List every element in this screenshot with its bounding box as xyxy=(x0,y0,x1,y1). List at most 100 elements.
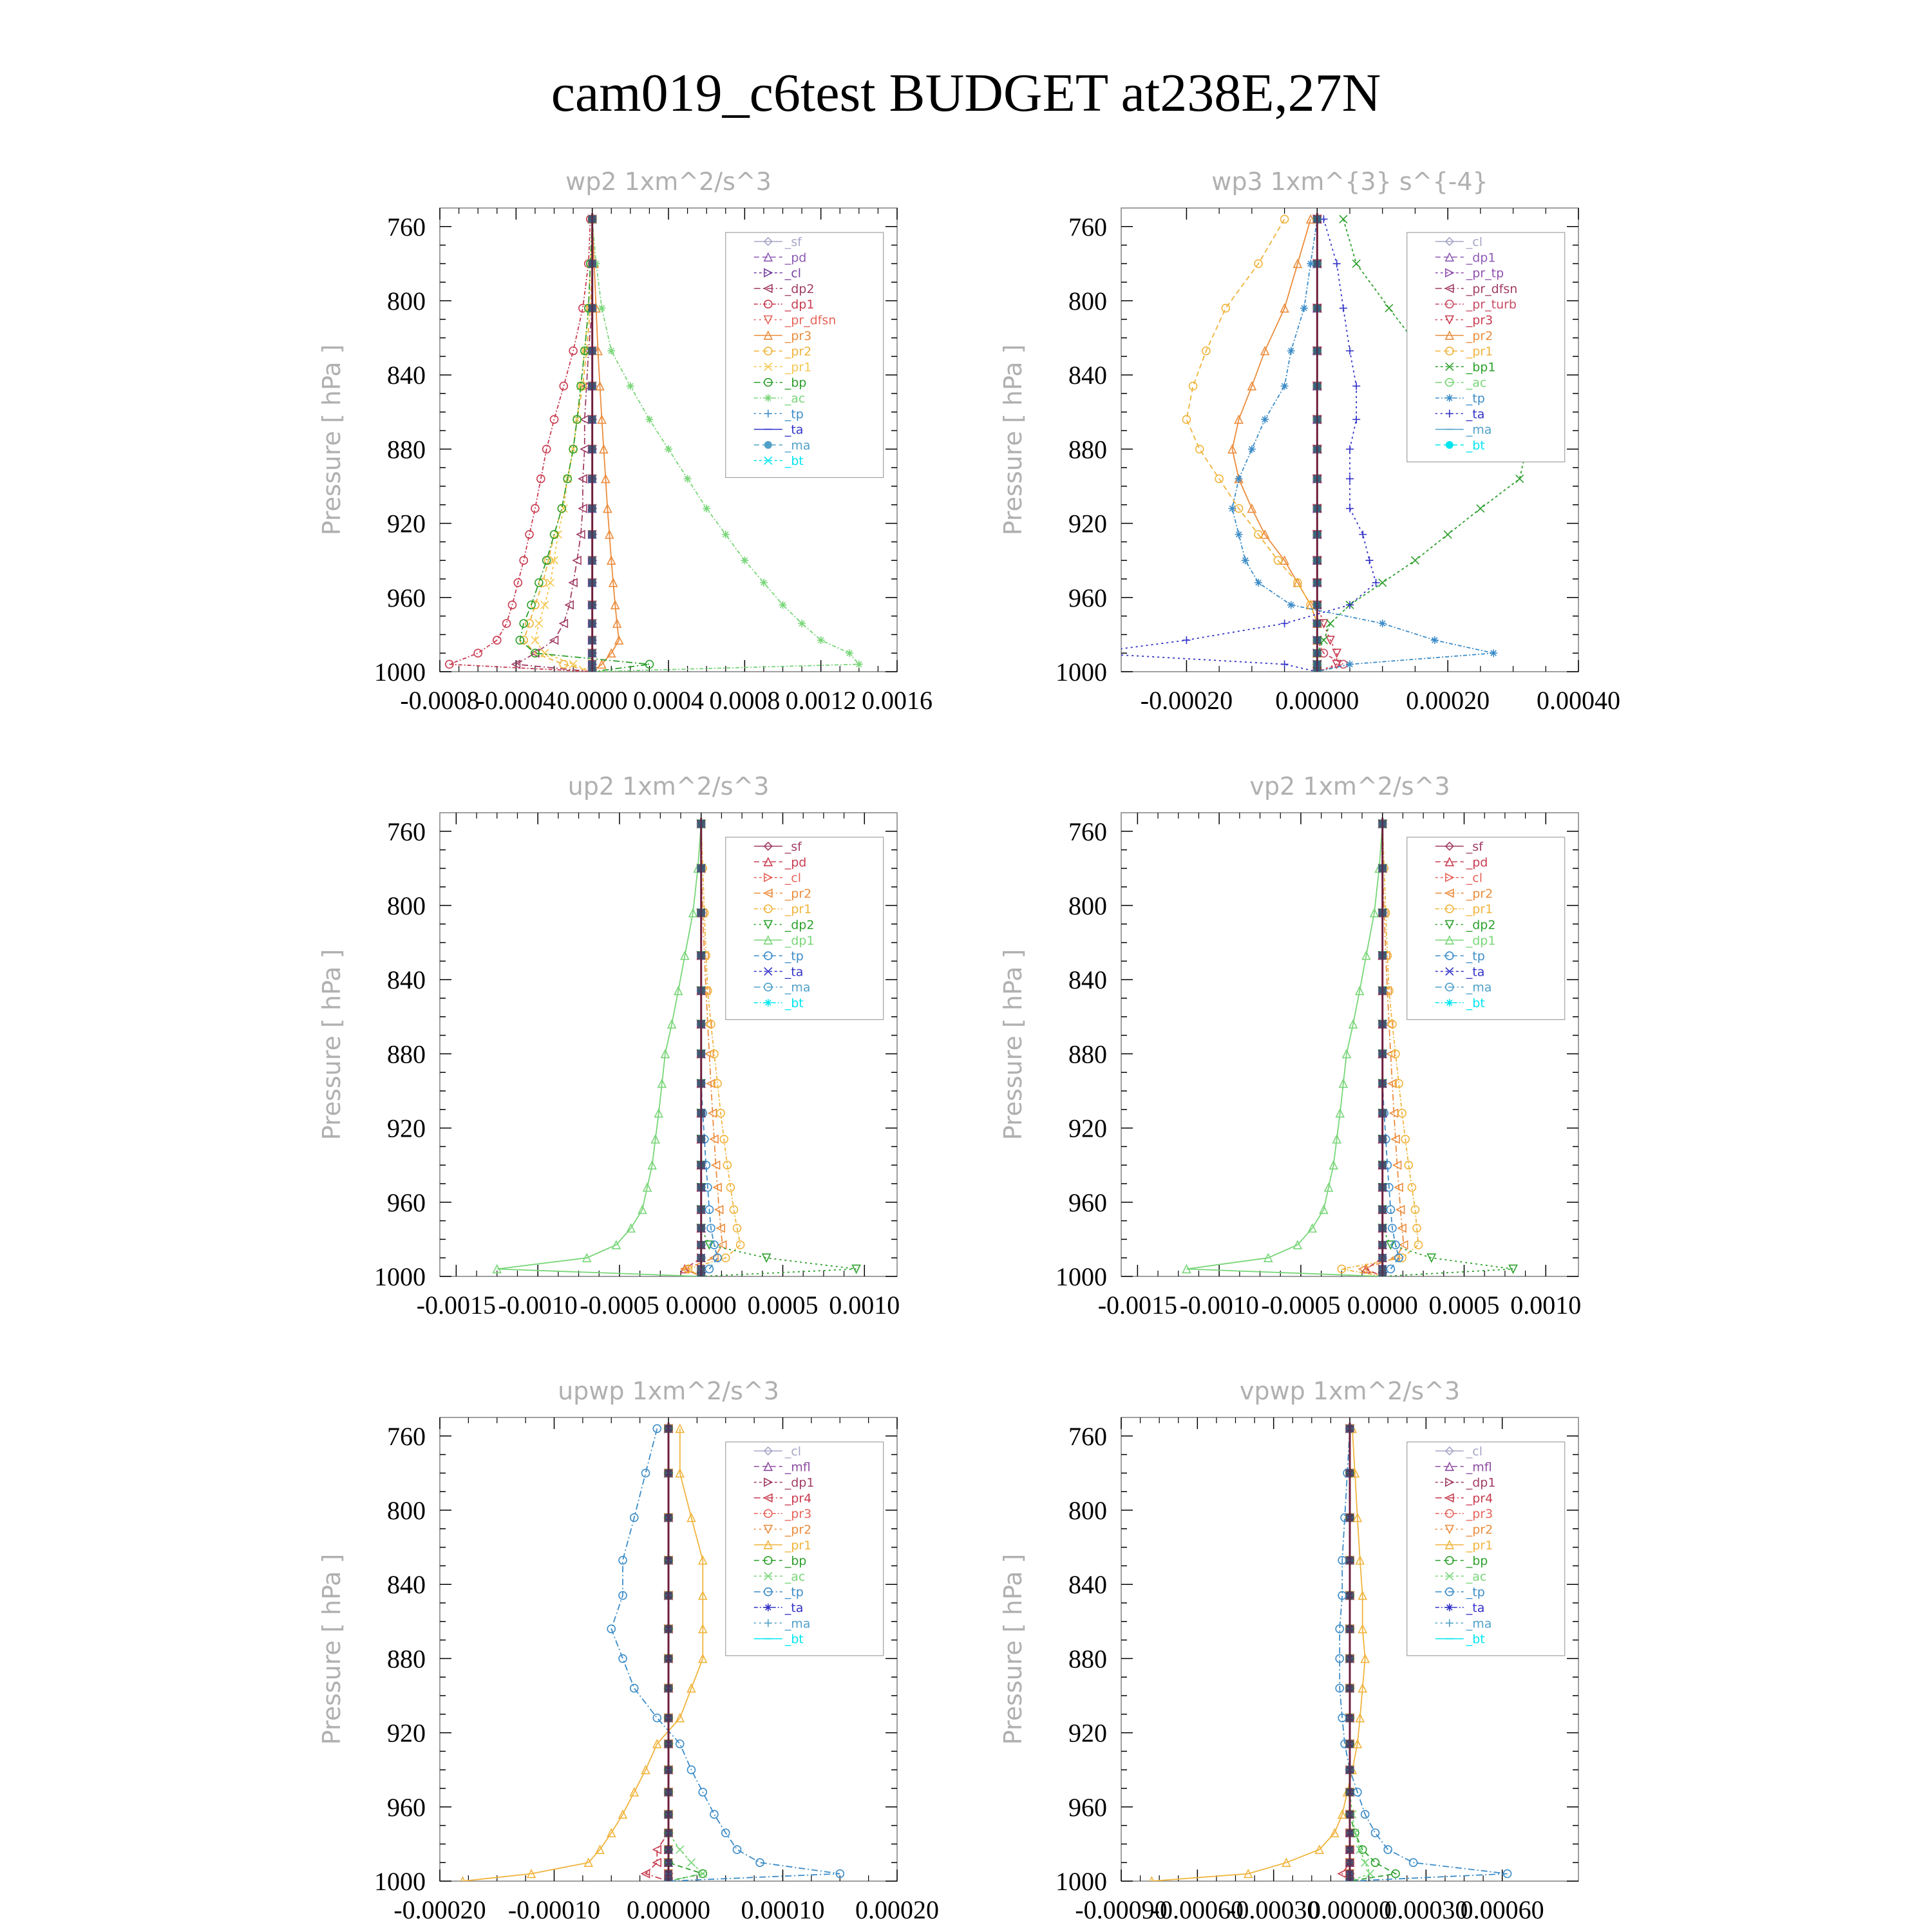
data-point xyxy=(507,600,517,610)
data-point xyxy=(598,304,606,312)
legend-marker xyxy=(764,440,772,449)
data-point xyxy=(1221,303,1231,313)
legend-label: _ma xyxy=(784,1616,811,1631)
legend-label: _bp xyxy=(1466,1554,1488,1568)
data-point xyxy=(1247,445,1256,453)
legend-label: _dp1 xyxy=(784,934,815,948)
data-point xyxy=(698,1869,708,1879)
data-point xyxy=(817,636,825,645)
data-point xyxy=(629,1683,639,1693)
zero-marker xyxy=(588,578,596,587)
y-tick-label: 880 xyxy=(1068,435,1107,464)
legend-marker xyxy=(763,330,773,340)
x-tick-label: -0.00090 xyxy=(1075,1895,1167,1924)
legend-marker xyxy=(763,252,773,262)
legend-label: _tp xyxy=(1466,392,1485,406)
data-point xyxy=(640,1869,650,1879)
zero-marker xyxy=(1378,864,1387,873)
data-point xyxy=(603,503,612,513)
data-point xyxy=(638,1204,647,1215)
data-point xyxy=(1280,382,1289,390)
y-tick-label: 760 xyxy=(1068,213,1107,242)
zero-marker xyxy=(665,1877,672,1881)
data-point xyxy=(755,1858,764,1867)
zero-marker xyxy=(1313,215,1321,223)
legend-label: _bp1 xyxy=(1466,360,1496,374)
legend-label: _pr2 xyxy=(784,887,811,901)
data-point xyxy=(559,381,569,391)
series-line-pr2 xyxy=(523,219,593,672)
zero-marker xyxy=(1313,382,1321,390)
legend-label: _ta xyxy=(1466,407,1485,421)
data-point xyxy=(542,556,551,565)
data-point xyxy=(1356,1845,1365,1854)
data-point xyxy=(1215,474,1224,484)
y-tick-label: 760 xyxy=(1068,1422,1107,1451)
data-point xyxy=(710,1160,721,1170)
y-tick-label: 760 xyxy=(1068,817,1107,846)
x-tick-label: -0.0005 xyxy=(580,1291,659,1320)
data-point xyxy=(726,1182,735,1192)
legend-label: _sf xyxy=(784,840,802,854)
data-point xyxy=(1280,620,1289,628)
zero-marker xyxy=(1378,1206,1387,1214)
x-tick-label: 0.00000 xyxy=(627,1895,710,1924)
data-point xyxy=(675,1468,685,1478)
data-point xyxy=(531,504,540,513)
data-point xyxy=(1241,556,1249,565)
y-tick-label: 880 xyxy=(1068,1039,1107,1068)
data-point xyxy=(1361,950,1371,960)
legend-marker xyxy=(1445,1571,1454,1580)
data-point xyxy=(1202,346,1211,355)
data-point xyxy=(652,1424,662,1434)
panel-title: wp3 1xm^{3} s^{-4} xyxy=(1211,167,1488,196)
legend-marker xyxy=(763,935,773,945)
y-tick-label: 800 xyxy=(1068,287,1107,316)
legend-marker xyxy=(763,951,773,960)
y-axis-label: Pressure [ hPa ] xyxy=(999,949,1027,1141)
data-point xyxy=(688,907,698,918)
data-point xyxy=(513,578,523,587)
data-point xyxy=(597,414,607,424)
legend-marker xyxy=(1444,346,1454,355)
y-tick-label: 800 xyxy=(1068,1496,1107,1525)
zero-marker xyxy=(1378,1241,1387,1249)
zero-marker xyxy=(1313,346,1321,355)
chart-panel-6: vpwp 1xm^2/s^37608008408809209601000-0.0… xyxy=(999,1377,1579,1924)
y-tick-label: 840 xyxy=(387,965,426,994)
legend-label: _dp1 xyxy=(1466,251,1496,265)
legend-label: _pr3 xyxy=(784,329,811,343)
x-tick-label: 0.00040 xyxy=(1537,686,1620,715)
legend-label: _bt xyxy=(784,1633,804,1647)
x-tick-label: -0.00010 xyxy=(508,1895,600,1924)
zero-marker xyxy=(665,1739,672,1748)
legend-marker xyxy=(763,299,773,309)
data-point xyxy=(1352,259,1361,268)
data-point xyxy=(629,1513,639,1522)
zero-marker xyxy=(1346,1684,1354,1692)
zero-marker xyxy=(1378,1254,1387,1262)
data-point xyxy=(618,1555,627,1565)
data-point xyxy=(759,578,768,587)
zero-marker xyxy=(1313,578,1321,587)
zero-marker xyxy=(665,1591,672,1600)
data-point xyxy=(1273,556,1283,565)
y-tick-label: 880 xyxy=(387,435,426,464)
panel-title: vp2 1xm^2/s^3 xyxy=(1249,772,1450,800)
data-point xyxy=(531,649,540,658)
legend-label: _ma xyxy=(784,981,811,995)
data-point xyxy=(697,1555,708,1565)
data-point xyxy=(1254,530,1263,539)
y-tick-label: 800 xyxy=(387,287,426,316)
data-point xyxy=(1235,475,1243,483)
legend-marker xyxy=(763,904,773,913)
data-point xyxy=(538,578,547,587)
data-point xyxy=(1182,415,1191,424)
data-point xyxy=(1358,1845,1367,1854)
panel-title: upwp 1xm^2/s^3 xyxy=(558,1377,779,1405)
data-point xyxy=(563,474,573,484)
legend-marker xyxy=(763,1477,773,1487)
zero-marker xyxy=(588,304,596,312)
data-point xyxy=(1410,1205,1420,1215)
data-point xyxy=(1332,1134,1342,1144)
